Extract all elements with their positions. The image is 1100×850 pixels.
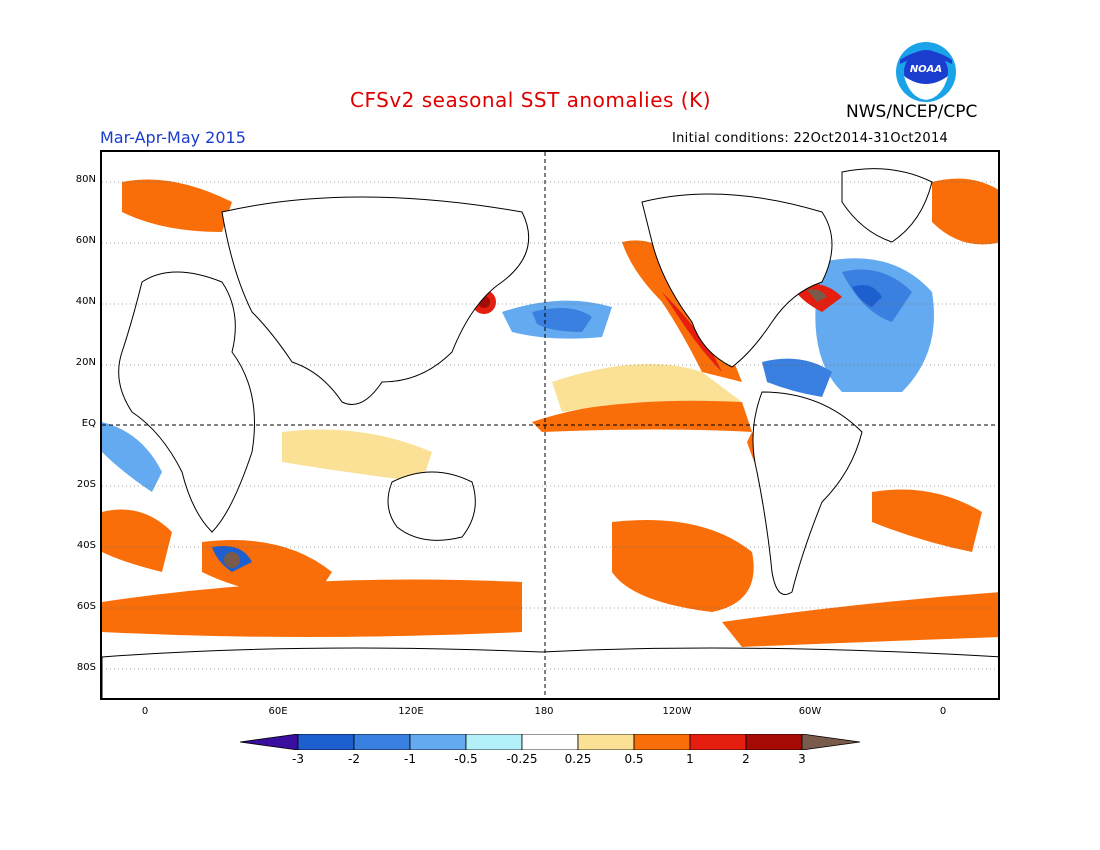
colorbar-swatch bbox=[745, 733, 803, 751]
map-title: CFSv2 seasonal SST anomalies (K) bbox=[350, 88, 711, 112]
colorbar-label: -0.25 bbox=[506, 752, 538, 766]
colorbar-label: 3 bbox=[798, 752, 806, 766]
colorbar-swatch bbox=[409, 733, 467, 751]
lat-label-20n: 20N bbox=[75, 357, 96, 368]
lon-label-60w: 60W bbox=[798, 706, 822, 717]
colorbar bbox=[239, 733, 861, 751]
colorbar-swatch bbox=[521, 733, 579, 751]
continents bbox=[102, 168, 998, 698]
lat-label-20s: 20S bbox=[76, 479, 96, 490]
lat-label-60n: 60N bbox=[75, 235, 96, 246]
lat-label-80s: 80S bbox=[76, 662, 96, 673]
colorbar-swatch bbox=[353, 733, 411, 751]
colorbar-swatch bbox=[577, 733, 635, 751]
lat-label-80n: 80N bbox=[75, 174, 96, 185]
agency-label: NWS/NCEP/CPC bbox=[846, 102, 978, 122]
colorbar-label: -0.5 bbox=[454, 752, 478, 766]
anomaly-field bbox=[102, 178, 998, 647]
colorbar-left-triangle bbox=[239, 733, 299, 751]
sst-map bbox=[100, 150, 1000, 700]
lon-label-180: 180 bbox=[534, 706, 554, 717]
colorbar-right-triangle bbox=[801, 733, 861, 751]
colorbar-label: -3 bbox=[292, 752, 304, 766]
graticule bbox=[102, 152, 998, 698]
lat-label-40s: 40S bbox=[76, 540, 96, 551]
noaa-logo: NOAA bbox=[894, 40, 958, 104]
lon-label-0-right: 0 bbox=[939, 706, 947, 717]
colorbar-label: 1 bbox=[686, 752, 694, 766]
lon-label-60e: 60E bbox=[268, 706, 288, 717]
colorbar-swatch bbox=[465, 733, 523, 751]
logo-text: NOAA bbox=[910, 64, 942, 75]
lon-label-120e: 120E bbox=[398, 706, 424, 717]
lon-label-0: 0 bbox=[141, 706, 149, 717]
lat-label-60s: 60S bbox=[76, 601, 96, 612]
colorbar-label: -2 bbox=[348, 752, 360, 766]
lat-label-eq: EQ bbox=[81, 418, 96, 429]
colorbar-label: 0.25 bbox=[564, 752, 592, 766]
colorbar-label: 2 bbox=[742, 752, 750, 766]
lat-label-40n: 40N bbox=[75, 296, 96, 307]
colorbar-swatch bbox=[689, 733, 747, 751]
colorbar-label: 0.5 bbox=[624, 752, 644, 766]
colorbar-swatch bbox=[297, 733, 355, 751]
colorbar-swatch bbox=[633, 733, 691, 751]
initial-conditions-label: Initial conditions: 22Oct2014-31Oct2014 bbox=[672, 131, 949, 146]
period-label: Mar-Apr-May 2015 bbox=[100, 128, 246, 147]
colorbar-label: -1 bbox=[404, 752, 416, 766]
lon-label-120w: 120W bbox=[662, 706, 692, 717]
